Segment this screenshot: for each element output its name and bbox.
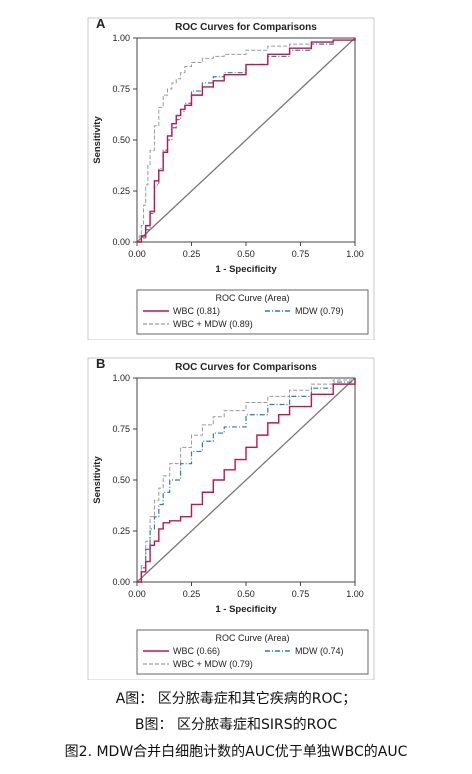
caption-line-b: B图： 区分脓毒症和SIRS的ROC — [134, 717, 338, 733]
y-tick-label: 0.00 — [112, 237, 130, 247]
legend-box — [136, 289, 369, 335]
x-tick-label: 0.75 — [292, 249, 310, 259]
legend-box — [136, 629, 369, 675]
y-tick-label: 0.75 — [112, 84, 130, 94]
series-line-wbc-mdw — [137, 38, 356, 243]
legend-title: ROC Curve (Area) — [215, 293, 289, 303]
x-axis-label: 1 - Specificity — [215, 604, 277, 615]
y-axis-label: Sensitivity — [92, 456, 103, 504]
x-axis-label: 1 - Specificity — [215, 264, 277, 275]
panel-label: A — [96, 16, 106, 31]
legend-entry: MDW (0.74) — [295, 646, 344, 656]
outer-frame — [87, 357, 375, 680]
y-tick-label: 1.00 — [112, 373, 130, 383]
legend-entry: MDW (0.79) — [295, 306, 344, 316]
x-tick-label: 1.00 — [346, 249, 364, 259]
reference-diagonal — [136, 377, 356, 583]
y-tick-label: 0.50 — [112, 475, 130, 485]
legend-entry: WBC (0.66) — [173, 646, 220, 656]
x-tick-label: 1.00 — [346, 589, 364, 599]
legend-entry: WBC + MDW (0.89) — [173, 319, 253, 329]
y-axis-label: Sensitivity — [92, 116, 103, 164]
x-tick-label: 0.25 — [183, 249, 201, 259]
chart-title: ROC Curves for Comparisons — [175, 22, 317, 33]
x-tick-label: 0.00 — [128, 589, 146, 599]
legend-entry: WBC + MDW (0.79) — [173, 659, 253, 669]
y-tick-label: 0.25 — [112, 526, 130, 536]
outer-frame — [87, 17, 375, 340]
x-tick-label: 0.25 — [183, 589, 201, 599]
x-tick-label: 0.00 — [128, 249, 146, 259]
series-line-wbc — [137, 378, 356, 583]
legend-entry: WBC (0.81) — [173, 306, 220, 316]
series-line-wbc-mdw — [137, 378, 356, 583]
chart-title: ROC Curves for Comparisons — [175, 362, 317, 373]
y-tick-label: 0.50 — [112, 135, 130, 145]
reference-diagonal — [136, 37, 356, 243]
caption-figure-title: 图2. MDW合并白细胞计数的AUC优于单独WBC的AUC — [64, 744, 408, 760]
x-tick-label: 0.50 — [237, 249, 255, 259]
series-line-wbc — [137, 38, 356, 243]
y-tick-label: 1.00 — [112, 33, 130, 43]
y-tick-label: 0.00 — [112, 577, 130, 587]
y-tick-label: 0.75 — [112, 424, 130, 434]
x-tick-label: 0.50 — [237, 589, 255, 599]
y-tick-label: 0.25 — [112, 186, 130, 196]
panel-label: B — [96, 356, 105, 371]
caption-line-a: A图： 区分脓毒症和其它疾病的ROC； — [115, 691, 357, 707]
legend-title: ROC Curve (Area) — [215, 633, 289, 643]
roc-chart-b: B ROC Curves for Comparisons 0.00 0.00 0.25 0… — [87, 356, 375, 680]
x-tick-label: 0.75 — [292, 589, 310, 599]
roc-chart-a: A ROC Curves for Comparisons 0.00 0.00 0.25 0… — [87, 16, 375, 340]
